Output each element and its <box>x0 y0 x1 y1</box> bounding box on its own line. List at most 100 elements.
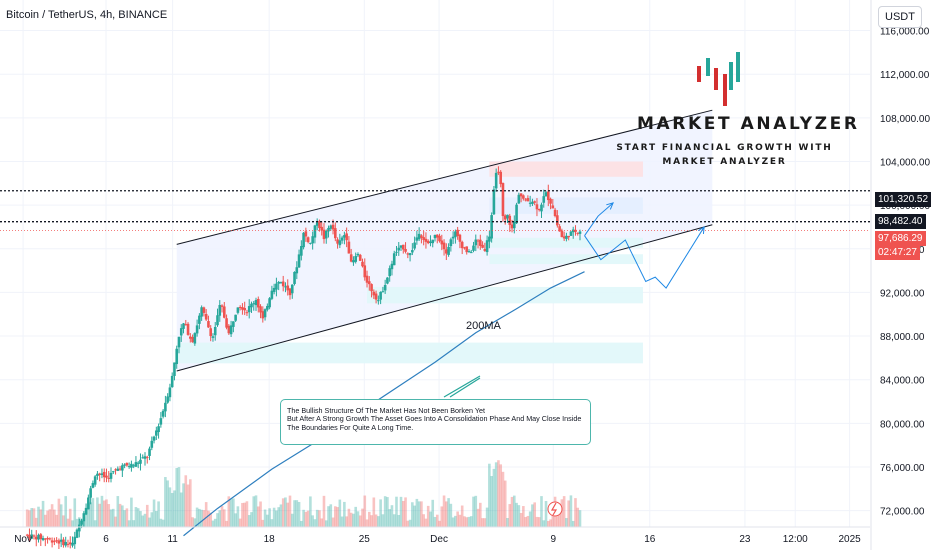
candle <box>34 530 38 547</box>
y-tick-label: 116,000.00 <box>880 27 930 38</box>
candle <box>182 322 185 334</box>
candle <box>467 249 471 253</box>
candle-body <box>46 538 49 540</box>
candle-body <box>526 198 530 202</box>
candle-body <box>229 325 233 335</box>
volume-bar <box>159 518 163 527</box>
candle <box>345 227 348 248</box>
logo-candle <box>714 68 718 90</box>
level-tag-2[interactable]: 98,482.40 <box>875 214 926 229</box>
candle <box>311 231 314 250</box>
candle <box>116 466 120 472</box>
candle-body <box>184 324 188 326</box>
candle <box>266 303 269 312</box>
candle-body <box>302 232 305 248</box>
volume-bar <box>390 505 394 527</box>
candle <box>413 236 416 251</box>
volume-bar <box>556 512 559 527</box>
volume-bar <box>204 502 208 527</box>
volume-bar <box>279 504 283 527</box>
candle-body <box>442 242 446 250</box>
blue-zone-1 <box>489 197 643 214</box>
volume-bar <box>424 518 428 527</box>
candle-body <box>343 235 346 238</box>
volume-bar <box>540 496 543 527</box>
candle-body <box>64 541 68 546</box>
candle-body <box>62 539 65 546</box>
candle-body <box>560 230 564 238</box>
candle-body <box>266 306 269 310</box>
volume-bar <box>374 514 378 527</box>
candle <box>399 245 403 251</box>
volume-bar <box>435 514 439 527</box>
volume-bar <box>531 504 534 527</box>
candle-body <box>469 252 473 254</box>
candle-body <box>558 226 561 232</box>
candle <box>451 231 455 244</box>
candle <box>494 168 498 192</box>
candle <box>46 536 49 544</box>
candle <box>531 198 534 207</box>
volume-bar <box>388 509 391 527</box>
candle <box>286 279 290 296</box>
candle <box>395 245 398 256</box>
candle <box>236 307 240 315</box>
candle <box>164 395 167 418</box>
candle <box>243 301 246 316</box>
volume-bar <box>426 505 430 527</box>
volume-bar <box>467 516 471 527</box>
candle <box>578 229 582 241</box>
level-tag-1[interactable]: 101,320.52 <box>875 192 932 207</box>
volume-bar <box>44 514 47 527</box>
volume-bar <box>109 509 113 527</box>
volume-bar <box>96 497 99 527</box>
volume-bar <box>544 501 548 527</box>
volume-bar <box>232 498 235 527</box>
candle <box>209 325 213 342</box>
volume-bar <box>277 507 280 527</box>
candle-body <box>503 215 507 220</box>
volume-bar <box>114 516 117 527</box>
volume-bar <box>510 496 514 527</box>
candle-body <box>130 463 133 468</box>
candle <box>313 224 317 244</box>
candle <box>499 170 503 188</box>
candle <box>456 226 459 240</box>
candle-body <box>338 240 342 246</box>
volume-bar <box>392 514 396 527</box>
candle-body <box>277 281 280 284</box>
candle-body <box>440 240 444 245</box>
volume-bar <box>30 508 34 527</box>
candle-body <box>286 285 290 291</box>
candle-body <box>467 251 471 253</box>
y-tick-label: 76,000.00 <box>880 463 925 474</box>
volume-bar <box>46 510 49 527</box>
candle-body <box>218 304 222 316</box>
candle-body <box>408 253 412 256</box>
volume-bar <box>512 495 516 527</box>
volume-bar <box>300 520 303 527</box>
cyan-zone-5 <box>176 342 643 364</box>
candle <box>53 537 56 546</box>
candle-body <box>227 325 231 334</box>
logo-candle <box>729 62 733 90</box>
candle <box>279 281 283 284</box>
candle-body <box>524 199 527 201</box>
volume-bar <box>445 501 448 527</box>
candles <box>25 166 582 549</box>
candle-body <box>66 543 70 545</box>
candle-body <box>349 254 353 262</box>
candle <box>411 243 414 256</box>
analysis-note[interactable]: The Bullish Structure Of The Market Has … <box>280 399 591 445</box>
candle-body <box>148 448 151 456</box>
candle <box>195 319 199 337</box>
volume-bar <box>479 502 482 527</box>
volume-bar <box>318 510 321 527</box>
candle <box>465 246 469 255</box>
candle <box>254 297 258 311</box>
candle-body <box>451 236 455 239</box>
candle <box>39 533 43 547</box>
currency-button[interactable]: USDT <box>878 6 922 28</box>
